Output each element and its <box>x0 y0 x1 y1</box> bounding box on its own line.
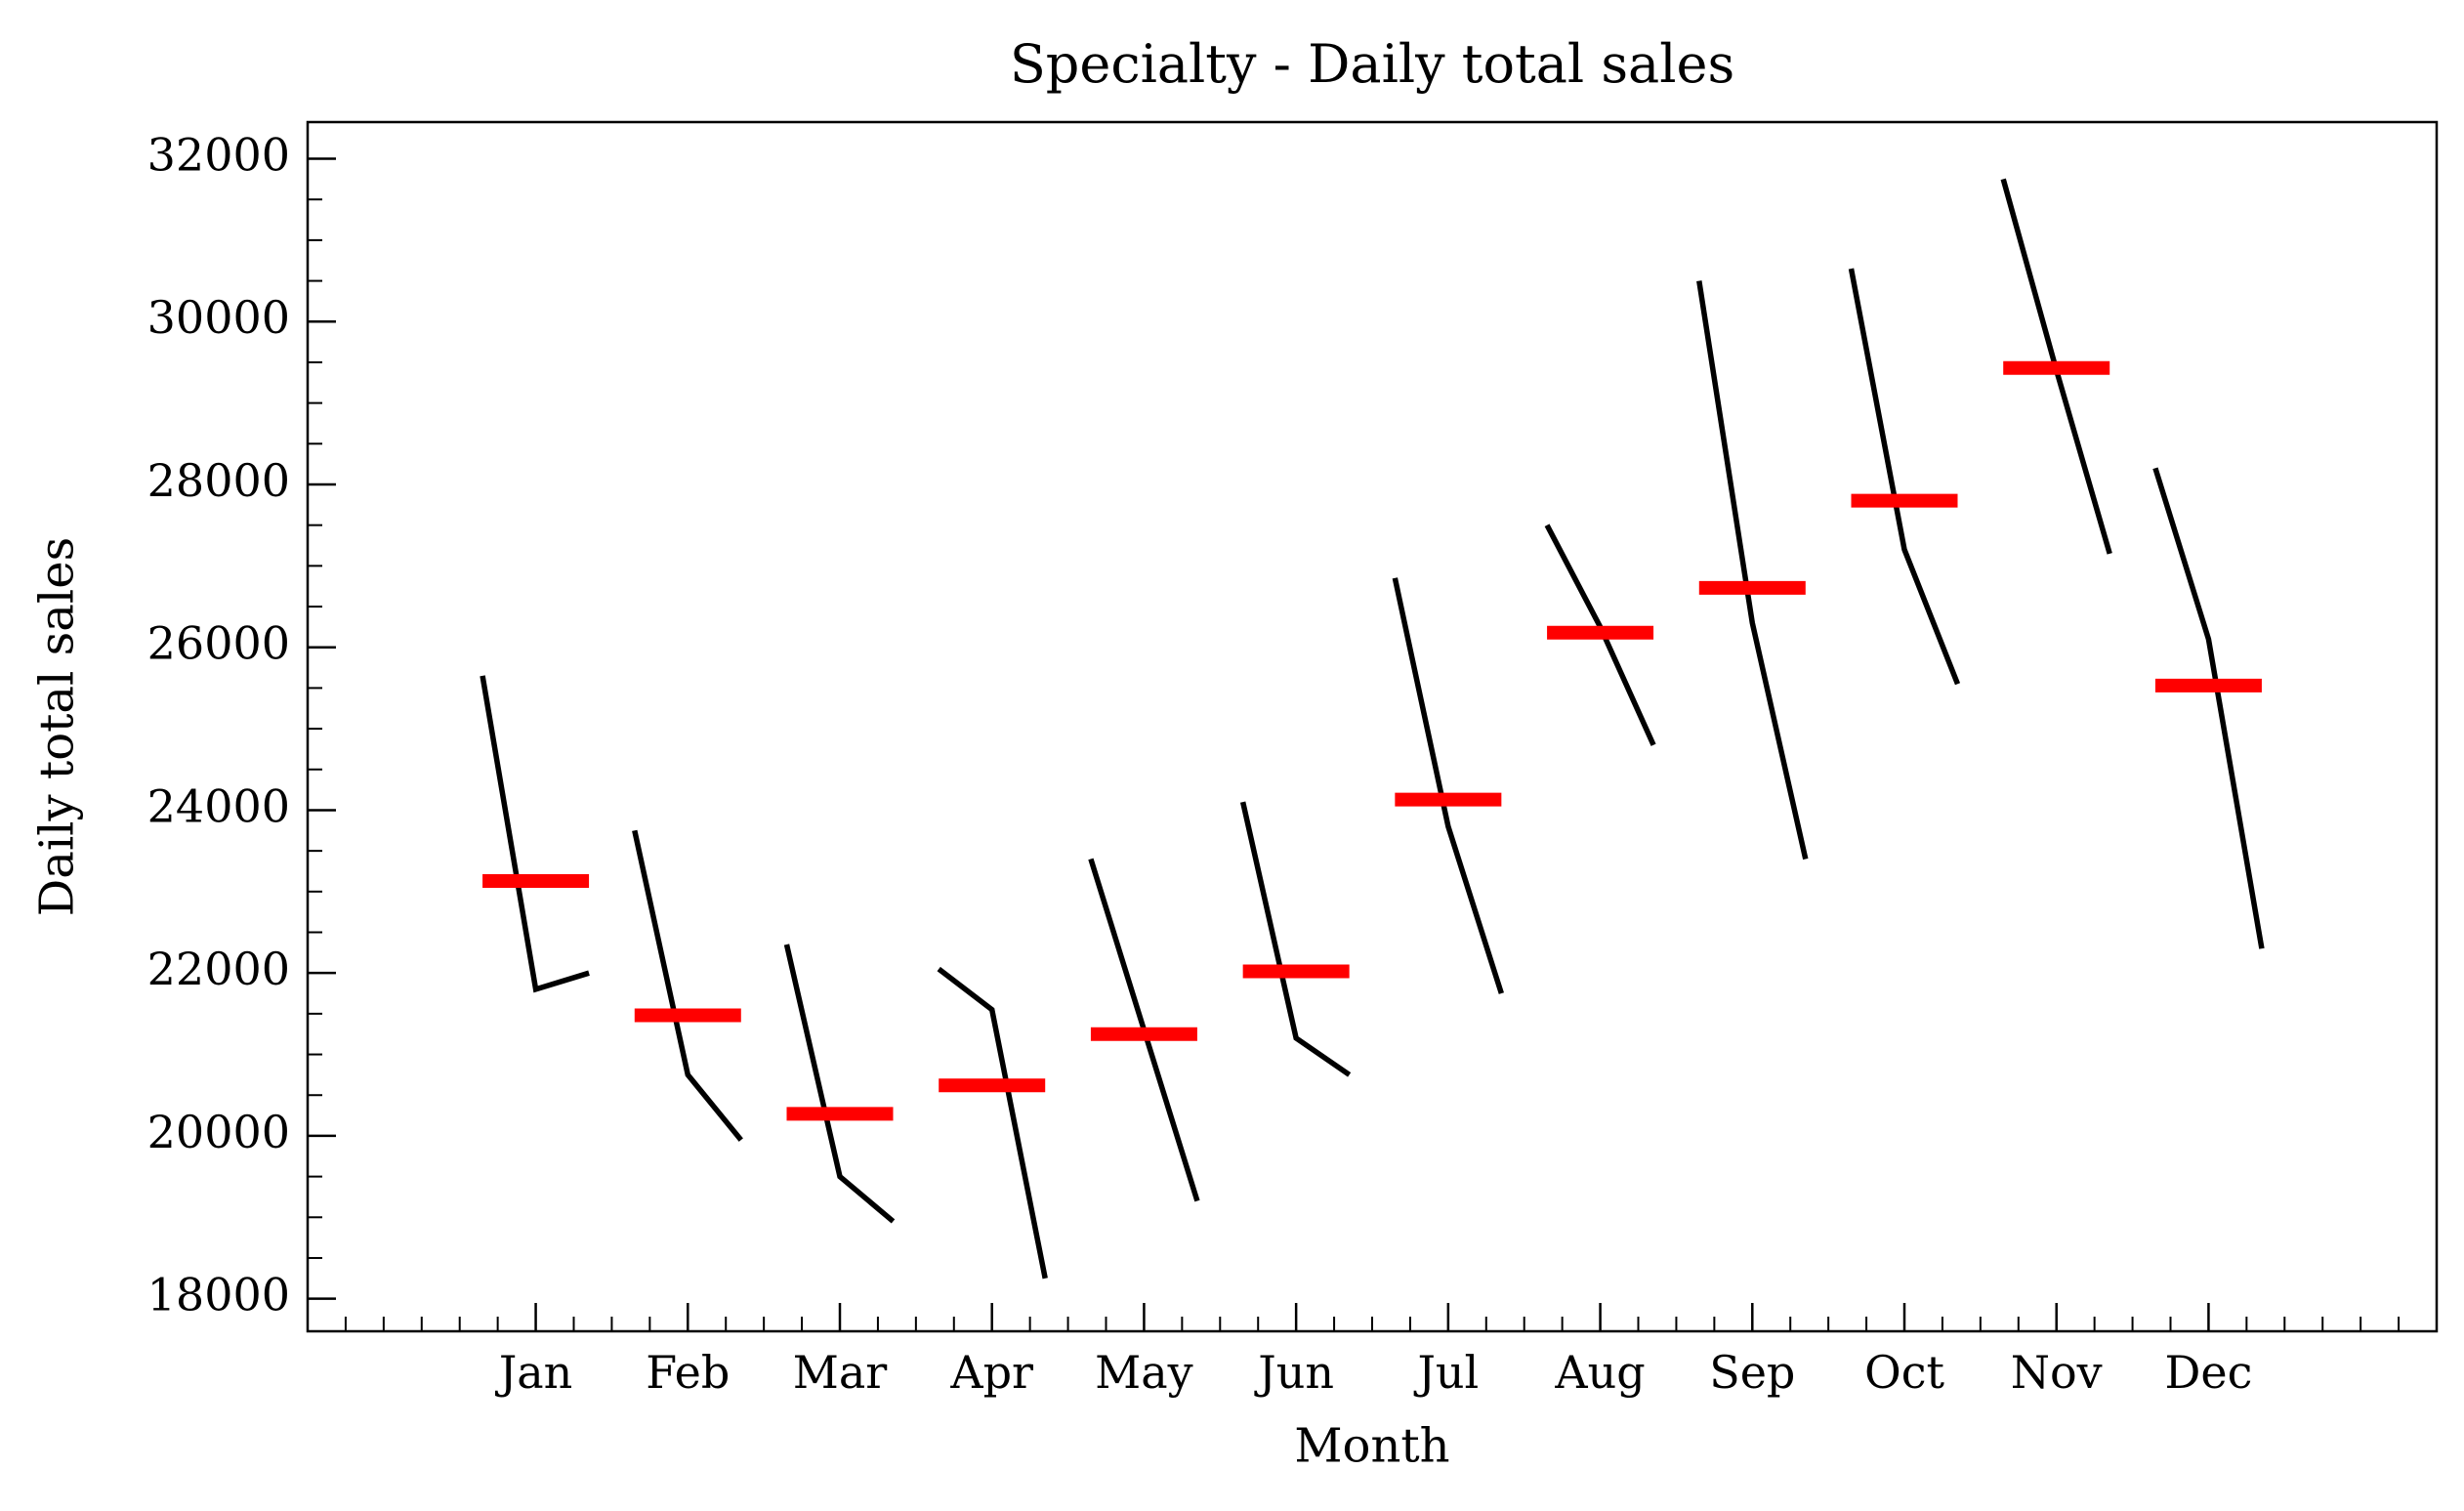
x-tick-label: Jan <box>495 1346 573 1399</box>
y-tick-label: 24000 <box>147 779 290 832</box>
x-tick-label: Nov <box>2011 1346 2103 1399</box>
x-axis-label: Month <box>1294 1419 1449 1474</box>
y-tick-label: 26000 <box>147 617 290 670</box>
subseries-line <box>2152 467 2265 949</box>
x-tick-label: Feb <box>646 1346 730 1399</box>
y-tick-label: 30000 <box>147 291 290 344</box>
y-tick-label: 18000 <box>147 1269 290 1322</box>
x-tick-label: Jun <box>1254 1346 1334 1399</box>
subseries-line <box>783 944 896 1224</box>
x-tick-label: Apr <box>949 1346 1033 1399</box>
subseries-line <box>937 966 1048 1280</box>
y-axis-label: Daily total sales <box>30 537 85 917</box>
y-tick-label: 28000 <box>147 454 290 507</box>
y-tick-label: 22000 <box>147 943 290 995</box>
subseries-line <box>1848 268 1961 686</box>
x-tick-label: Mar <box>793 1346 888 1399</box>
x-tick-label: May <box>1095 1346 1193 1399</box>
chart-title: Specialty - Daily total sales <box>1010 33 1734 95</box>
x-tick-label: Oct <box>1864 1346 1944 1399</box>
subseries-line <box>1392 577 1504 994</box>
subseries-line <box>1696 280 1809 860</box>
plot-frame <box>306 120 2439 1333</box>
x-tick-label: Aug <box>1554 1346 1645 1399</box>
x-tick-label: Dec <box>2164 1346 2252 1399</box>
x-tick-label: Sep <box>1709 1346 1795 1399</box>
subseries-line <box>480 675 590 993</box>
subseries-line <box>632 829 743 1142</box>
x-tick-label: Jul <box>1413 1346 1479 1399</box>
subseries-line <box>1239 801 1352 1077</box>
y-tick-label: 32000 <box>147 129 290 182</box>
y-tick-label: 20000 <box>147 1106 290 1158</box>
